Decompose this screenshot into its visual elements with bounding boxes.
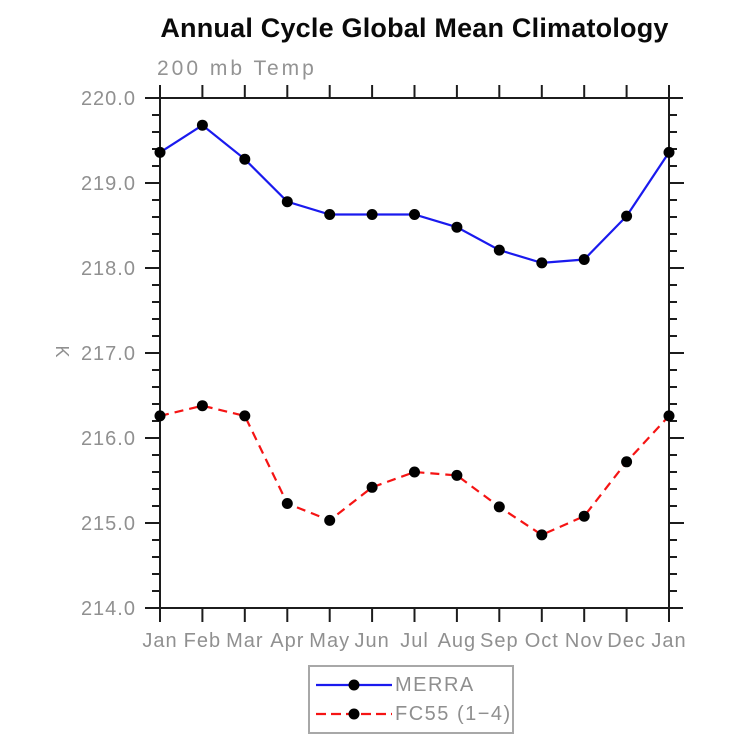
svg-text:Jan: Jan <box>651 630 686 652</box>
merra-line-sample-icon <box>316 679 392 691</box>
legend: MERRA FC55 (1−4) <box>308 665 514 734</box>
svg-text:Jan: Jan <box>142 630 177 652</box>
series-markers-0 <box>154 119 675 269</box>
axes <box>145 85 684 622</box>
svg-text:May: May <box>309 630 350 652</box>
svg-text:219.0: 219.0 <box>81 173 136 195</box>
svg-text:Mar: Mar <box>226 630 263 652</box>
svg-text:Sep: Sep <box>480 630 519 652</box>
legend-label-merra: MERRA <box>395 674 475 697</box>
svg-text:215.0: 215.0 <box>81 513 136 535</box>
fc55-line-sample-icon <box>316 708 392 720</box>
svg-text:Feb: Feb <box>184 630 221 652</box>
legend-entry-fc55: FC55 (1−4) <box>310 704 512 724</box>
legend-entry-merra: MERRA <box>310 675 512 695</box>
svg-text:216.0: 216.0 <box>81 428 136 450</box>
axis-tick-labels: 214.0 215.0 216.0 217.0 218.0 219.0 220.0 Jan Fe… <box>52 88 686 652</box>
chart-title: Annual Cycle Global Mean Climatology <box>160 13 669 43</box>
series-line-0 <box>159 123 670 265</box>
svg-text:220.0: 220.0 <box>81 88 136 110</box>
svg-text:Oct: Oct <box>525 630 559 652</box>
legend-label-fc55: FC55 (1−4) <box>395 702 512 725</box>
chart-subtitle: 200 mb Temp <box>157 57 317 80</box>
svg-text:Nov: Nov <box>565 630 604 652</box>
series-markers-1 <box>154 400 675 541</box>
svg-text:Jul: Jul <box>400 630 429 652</box>
svg-text:217.0: 217.0 <box>81 343 136 365</box>
svg-text:218.0: 218.0 <box>81 258 136 280</box>
y-axis-label: K <box>52 345 72 358</box>
svg-text:Aug: Aug <box>438 630 477 652</box>
svg-text:Apr: Apr <box>270 630 304 652</box>
svg-text:214.0: 214.0 <box>81 598 136 620</box>
svg-text:Dec: Dec <box>607 630 646 652</box>
svg-text:Jun: Jun <box>354 630 389 652</box>
